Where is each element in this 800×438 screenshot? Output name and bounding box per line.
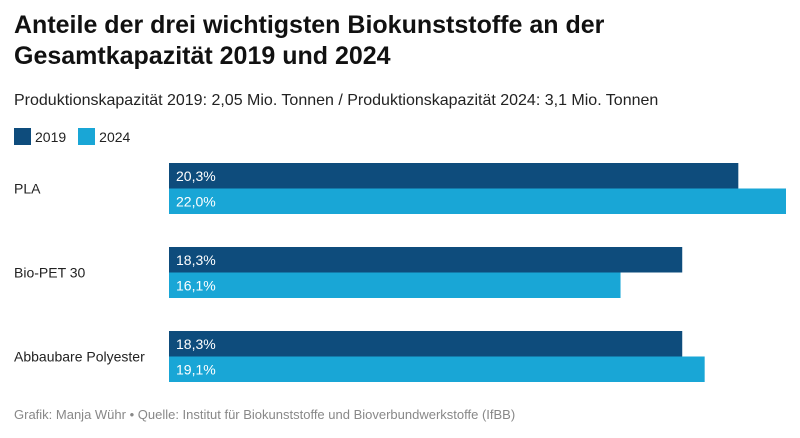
bar-2024 — [169, 356, 705, 382]
data-label: 19,1% — [176, 362, 216, 378]
category-label: PLA — [14, 181, 41, 197]
bar-2024 — [169, 188, 786, 214]
legend-label-2024: 2024 — [99, 128, 131, 145]
data-label: 22,0% — [176, 194, 216, 210]
bar-2019 — [169, 247, 683, 273]
legend-item-2024: 2024 — [78, 128, 130, 145]
bar-2024 — [169, 272, 621, 298]
category-label: Abbaubare Polyester — [14, 349, 145, 365]
data-label: 18,3% — [176, 252, 216, 268]
source-note: Grafik: Manja Wühr • Quelle: Institut fü… — [14, 407, 516, 422]
bar-2019 — [169, 331, 683, 357]
data-label: 18,3% — [176, 336, 216, 352]
legend-label-2019: 2019 — [35, 128, 67, 145]
chart-subtitle: Produktionskapazität 2019: 2,05 Mio. Ton… — [14, 92, 659, 109]
category-label: Bio-PET 30 — [14, 265, 86, 281]
legend: 2019 2024 — [14, 128, 130, 145]
legend-swatch-2024 — [78, 128, 96, 145]
data-label: 20,3% — [176, 168, 216, 184]
legend-item-2019: 2019 — [14, 128, 66, 145]
data-label: 16,1% — [176, 278, 216, 294]
bar-2019 — [169, 163, 739, 189]
legend-swatch-2019 — [14, 128, 31, 145]
chart-title: Anteile der drei wichtigsten Biokunststo… — [14, 11, 605, 70]
